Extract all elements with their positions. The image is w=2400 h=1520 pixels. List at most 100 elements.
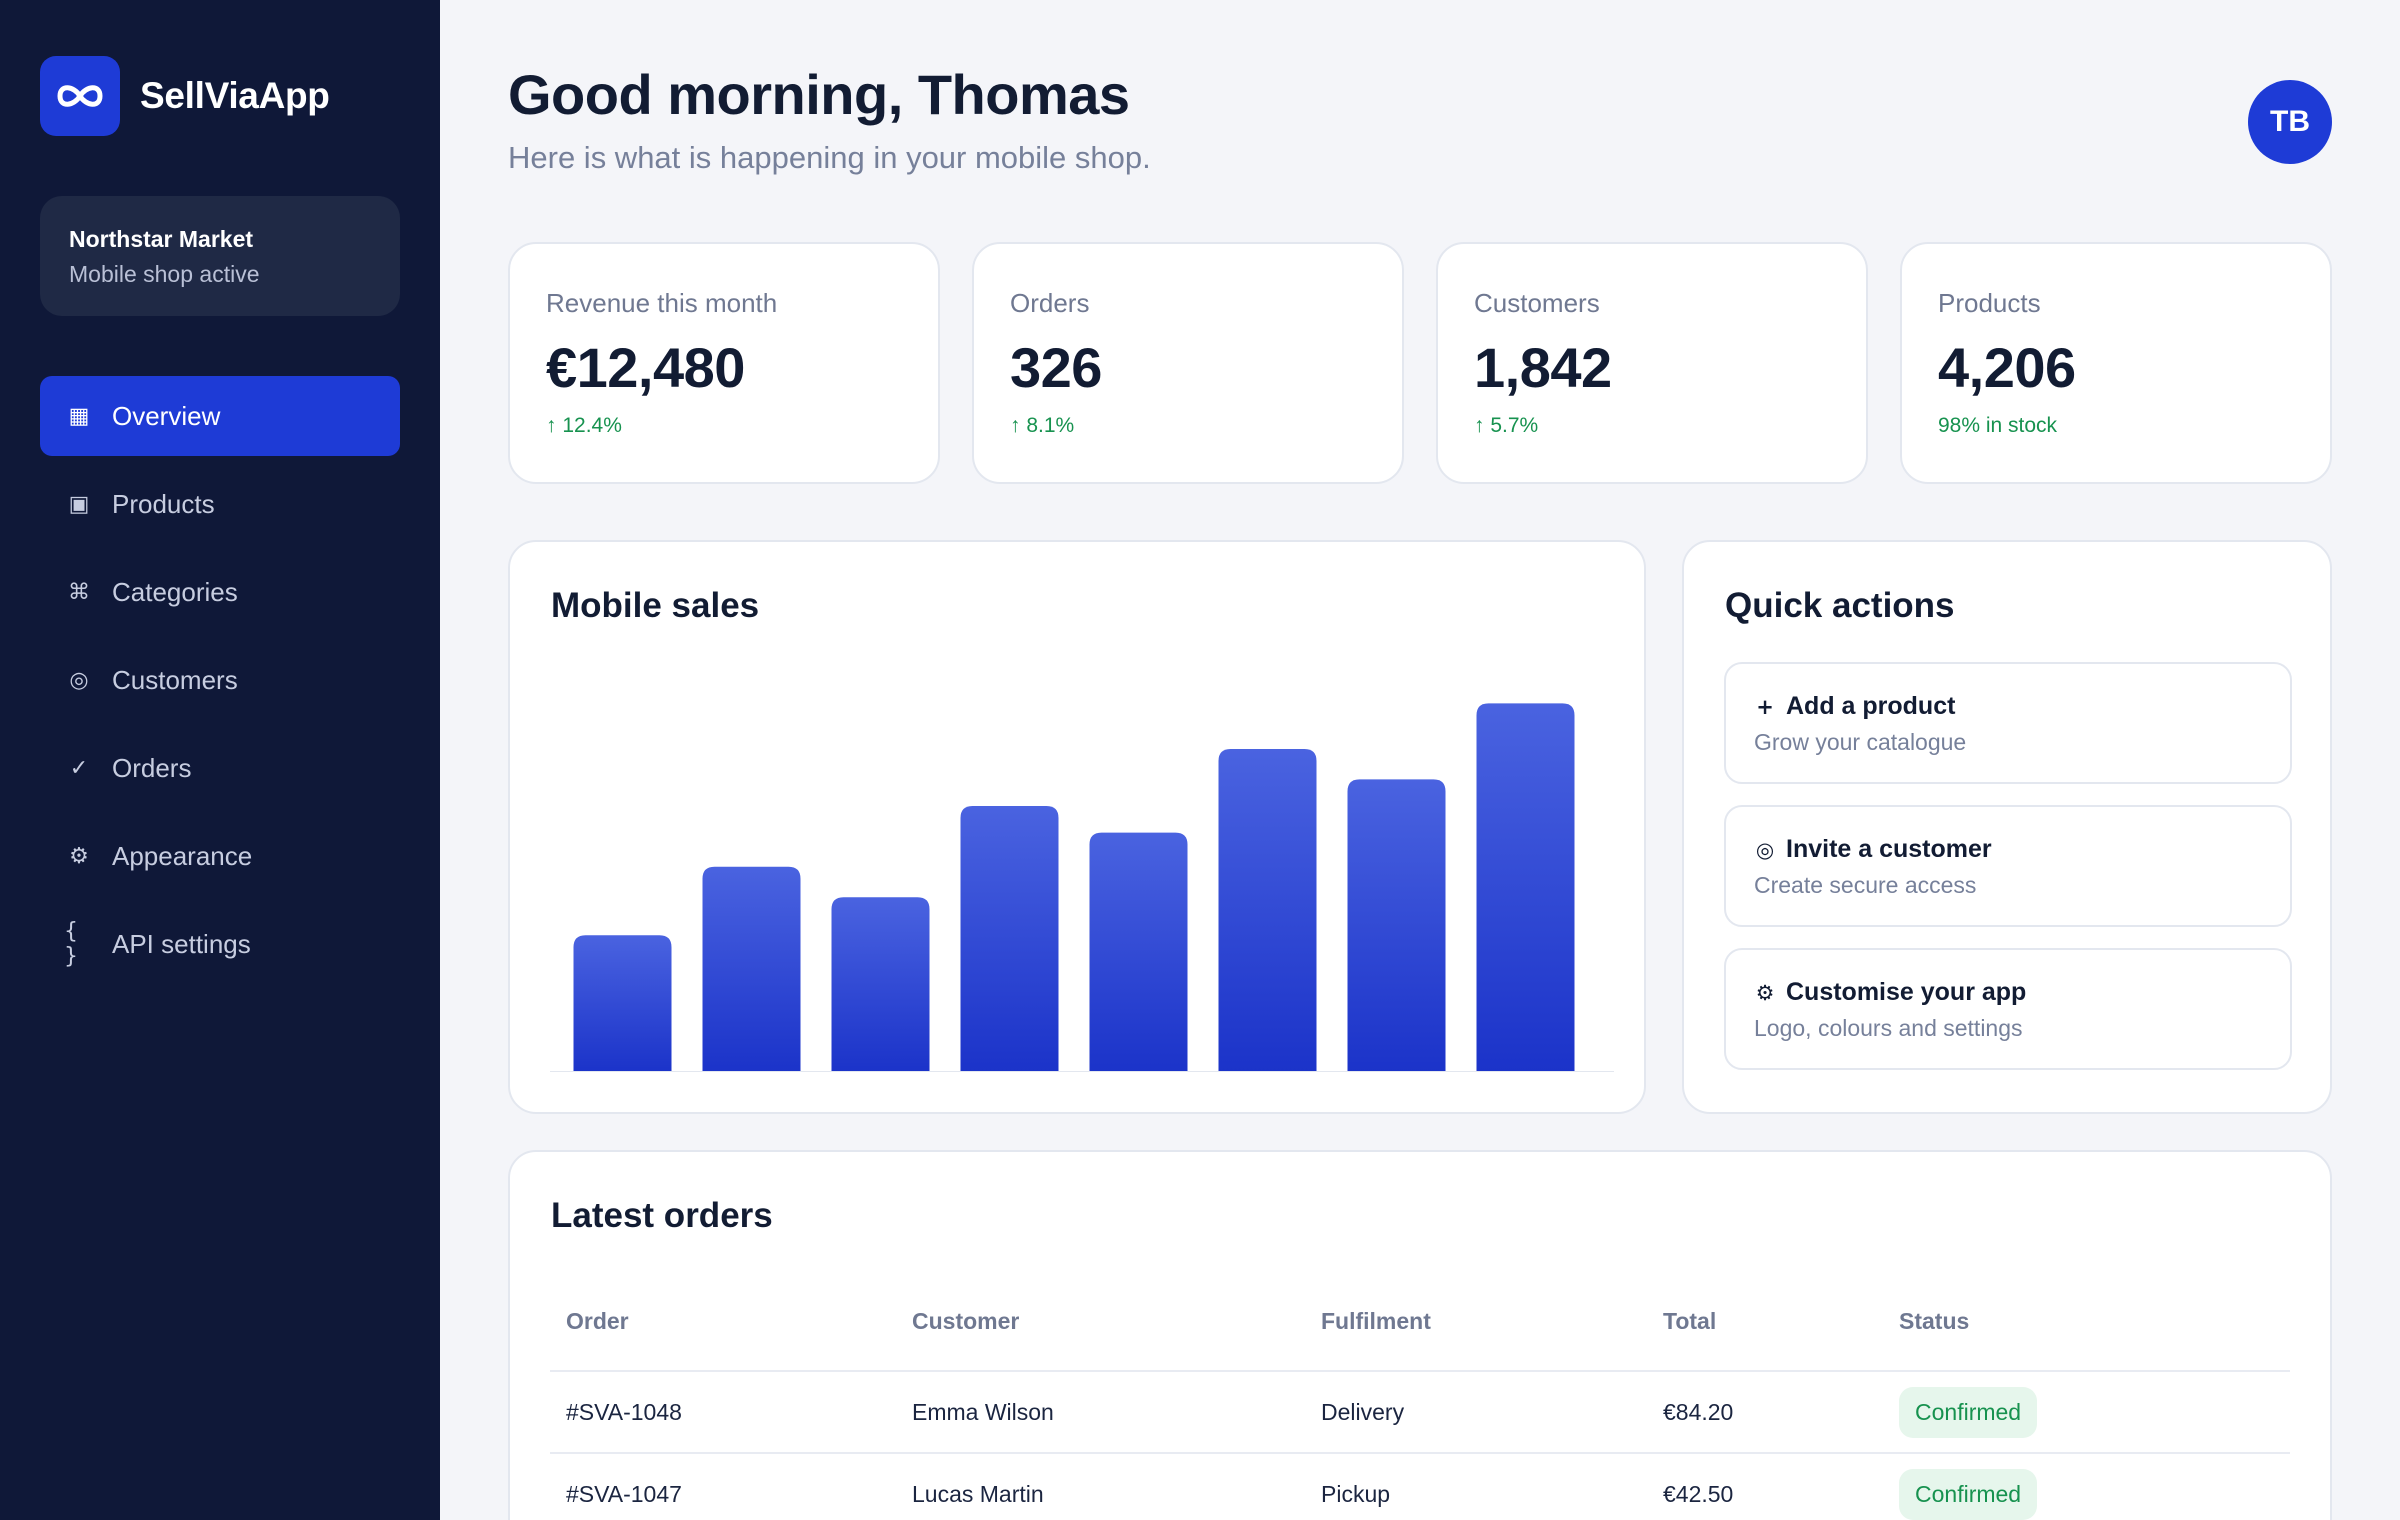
add-product-action[interactable]: + Add a product Grow your catalogue [1724,662,2292,784]
grid-icon: ▦ [68,403,90,429]
stat-card-revenue: Revenue this month €12,480 ↑ 12.4% [508,242,940,484]
orders-table: Order Customer Fulfilment Total Status #… [550,1272,2290,1520]
qa-subtitle: Logo, colours and settings [1754,1015,2023,1041]
qa-subtitle: Create secure access [1754,872,1977,898]
order-fulfilment: Pickup [1321,1480,1391,1507]
table-row[interactable]: #SVA-1047 Lucas Martin Pickup €42.50 Con… [550,1454,2290,1520]
gear-icon: ⚙ [69,843,89,869]
column-header[interactable]: Total [1663,1307,1717,1334]
sidebar-item-label: Categories [112,576,238,607]
avatar[interactable]: TB [2248,80,2332,164]
table-header: Order Customer Fulfilment Total Status [550,1272,2290,1372]
infinity-loop-icon [40,56,120,136]
sidebar-item-label: Overview [112,400,221,431]
qa-title: Add a product [1786,692,1956,720]
customer-icon: ◎ [69,667,89,693]
sidebar-item-orders[interactable]: ✓ Orders [40,728,400,808]
stat-delta: ↑ 5.7% [1474,414,1539,437]
braces-icon: { } [64,919,78,969]
chart-bar[interactable] [1476,703,1575,1072]
invite-icon: ◎ [1755,837,1775,862]
stat-delta: 98% in stock [1938,414,2058,437]
stat-delta: ↑ 8.1% [1010,414,1075,437]
shop-card[interactable]: Northstar Market Mobile shop active [40,196,400,316]
status-badge: Confirmed [1899,1468,2038,1520]
sidebar-item-label: Appearance [112,840,253,871]
sidebar-item-appearance[interactable]: ⚙ Appearance [40,816,400,896]
shop-name: Northstar Market [69,226,254,252]
qa-title: Customise your app [1786,978,2027,1006]
status-badge: Confirmed [1899,1386,2038,1438]
sidebar-item-label: Customers [112,664,238,695]
brand[interactable]: SellViaApp [40,56,330,136]
orders-title: Latest orders [551,1196,773,1235]
chart-title: Mobile sales [551,586,760,625]
sidebar-item-label: API settings [112,928,251,959]
sidebar-item-label: Products [112,488,215,519]
qa-title: Invite a customer [1786,835,1992,863]
stat-label: Revenue this month [546,288,778,318]
status-badge-wrap: Confirmed [1899,1386,2038,1438]
page-subtitle: Here is what is happening in your mobile… [508,140,1151,175]
order-id: #SVA-1047 [566,1480,682,1507]
order-customer: Emma Wilson [912,1398,1054,1425]
plus-icon: + [1756,694,1774,719]
order-total: €84.20 [1663,1398,1734,1425]
invite-customer-action[interactable]: ◎ Invite a customer Create secure access [1724,805,2292,927]
shop-status: Mobile shop active [69,261,260,287]
chart-bar[interactable] [1347,779,1446,1072]
sales-chart-svg [550,703,1614,1072]
column-header[interactable]: Status [1899,1307,1970,1334]
column-header[interactable]: Fulfilment [1321,1307,1431,1334]
sidebar-item-customers[interactable]: ◎ Customers [40,640,400,720]
check-icon: ✓ [69,755,89,781]
column-header[interactable]: Order [566,1307,629,1334]
box-icon: ▣ [68,491,90,517]
qa-subtitle: Grow your catalogue [1754,729,1967,755]
quick-actions-card: Quick actions + Add a product Grow your … [1682,540,2332,1114]
column-header[interactable]: Customer [912,1307,1020,1334]
stat-value: 4,206 [1938,336,2076,399]
stat-card-customers: Customers 1,842 ↑ 5.7% [1436,242,1868,484]
sales-chart [550,662,1614,1072]
chart-bar[interactable] [960,806,1059,1072]
sidebar-item-categories[interactable]: ⌘ Categories [40,552,400,632]
brand-name: SellViaApp [140,75,330,116]
chart-bar[interactable] [702,866,801,1072]
stat-label: Orders [1010,288,1090,318]
stat-card-products: Products 4,206 98% in stock [1900,242,2332,484]
gear-icon: ⚙ [1755,980,1775,1005]
sidebar-item-products[interactable]: ▣ Products [40,464,400,544]
stat-card-orders: Orders 326 ↑ 8.1% [972,242,1404,484]
sidebar: SellViaApp Northstar Market Mobile shop … [0,0,440,1520]
order-fulfilment: Delivery [1321,1398,1405,1425]
sidebar-item-label: Orders [112,752,192,783]
stat-value: 326 [1010,336,1102,399]
quick-actions-title: Quick actions [1725,586,1955,625]
stat-value: 1,842 [1474,336,1612,399]
chart-bar[interactable] [1089,832,1188,1072]
qa-title-row: ⚙ Customise your app [1754,978,2262,1007]
stat-label: Customers [1474,288,1600,318]
mobile-sales-card: Mobile sales [508,540,1646,1114]
stat-label: Products [1938,288,2041,318]
chart-bar[interactable] [831,897,930,1072]
order-id: #SVA-1048 [566,1398,682,1425]
page-title: Good morning, Thomas [508,63,1130,126]
qa-title-row: + Add a product [1754,692,2262,721]
stat-value: €12,480 [546,336,745,399]
chart-bar[interactable] [573,935,672,1072]
sidebar-item-api-settings[interactable]: { } API settings [40,904,400,984]
order-customer: Lucas Martin [912,1480,1044,1507]
stat-delta: ↑ 12.4% [546,414,622,437]
sidebar-nav: ▦ Overview ▣ Products ⌘ Categories ◎ Cus… [40,376,400,992]
chart-bar[interactable] [1218,749,1317,1072]
latest-orders-card: Latest orders Order Customer Fulfilment … [508,1150,2332,1520]
table-row[interactable]: #SVA-1048 Emma Wilson Delivery €84.20 Co… [550,1372,2290,1454]
order-total: €42.50 [1663,1480,1734,1507]
customise-app-action[interactable]: ⚙ Customise your app Logo, colours and s… [1724,948,2292,1070]
sidebar-item-overview[interactable]: ▦ Overview [40,376,400,456]
qa-title-row: ◎ Invite a customer [1754,835,2262,864]
command-icon: ⌘ [68,579,90,605]
status-badge-wrap: Confirmed [1899,1468,2038,1520]
